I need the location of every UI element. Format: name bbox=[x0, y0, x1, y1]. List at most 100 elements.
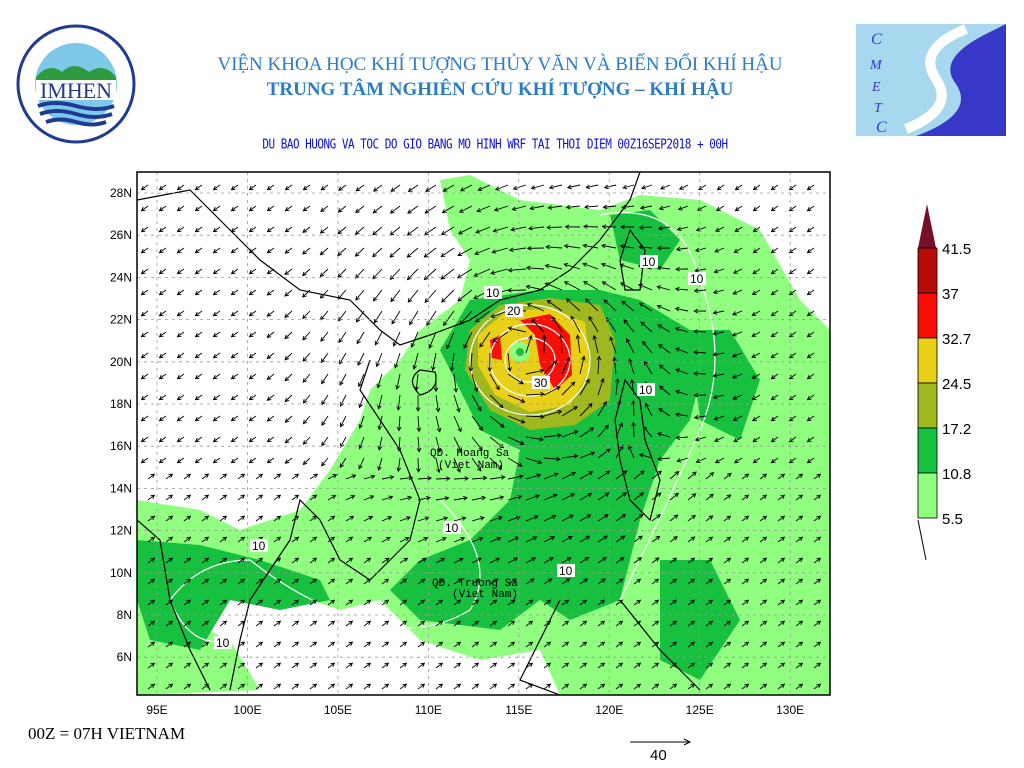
wind-vector bbox=[615, 578, 624, 585]
wind-vector bbox=[561, 557, 572, 564]
wind-vector bbox=[320, 310, 329, 320]
wind-vector bbox=[453, 436, 462, 452]
wind-vector bbox=[753, 184, 761, 191]
svg-text:T: T bbox=[874, 101, 883, 116]
wind-vector bbox=[213, 394, 221, 401]
wind-vector bbox=[453, 517, 466, 522]
wind-vector bbox=[321, 436, 329, 446]
institute-title: VIỆN KHOA HỌC KHÍ TƯỢNG THỦY VĂN VÀ BIẾN… bbox=[217, 54, 783, 75]
wind-vector bbox=[381, 641, 389, 648]
wind-vector bbox=[201, 620, 209, 627]
wind-vector bbox=[320, 226, 329, 234]
wind-vector bbox=[309, 578, 317, 585]
contour-label: 10 bbox=[642, 255, 656, 269]
wind-vector bbox=[633, 641, 641, 648]
wind-vector bbox=[398, 415, 401, 431]
wind-vector bbox=[363, 475, 375, 480]
wind-vector bbox=[615, 445, 624, 459]
colorbar-segment bbox=[917, 292, 938, 339]
wind-vector bbox=[723, 662, 731, 669]
wind-vector bbox=[525, 436, 544, 441]
wind-vector bbox=[639, 453, 653, 459]
wind-vector bbox=[435, 662, 443, 669]
wind-vector bbox=[377, 373, 383, 388]
wind-vector bbox=[273, 557, 281, 564]
wind-vector bbox=[426, 310, 437, 326]
wind-vector bbox=[273, 683, 281, 690]
wind-vector bbox=[687, 662, 695, 669]
wind-vector bbox=[446, 331, 455, 349]
wind-vector bbox=[435, 436, 441, 453]
wind-vector bbox=[492, 331, 509, 343]
wind-vector bbox=[381, 516, 392, 522]
contour-label: 10 bbox=[252, 539, 266, 553]
wind-vector bbox=[633, 557, 642, 564]
colorbar-label: 37 bbox=[942, 286, 959, 303]
wind-vector bbox=[584, 205, 599, 208]
wind-vector bbox=[424, 247, 437, 258]
wind-vector bbox=[219, 683, 227, 690]
wind-vector bbox=[381, 620, 389, 627]
wind-vector bbox=[494, 205, 509, 211]
wind-vector bbox=[675, 390, 689, 396]
wind-vector bbox=[195, 415, 203, 422]
wind-vector bbox=[597, 401, 607, 417]
wind-vector bbox=[807, 352, 815, 359]
wind-vector bbox=[303, 457, 311, 465]
wind-vector bbox=[177, 415, 185, 422]
wind-vector bbox=[694, 289, 707, 292]
wind-vector bbox=[399, 516, 411, 522]
wind-vector bbox=[237, 536, 245, 543]
wind-vector bbox=[237, 620, 245, 627]
wind-vector bbox=[381, 557, 390, 564]
wind-vector bbox=[479, 331, 491, 348]
wind-vector bbox=[741, 473, 749, 480]
wind-vector bbox=[321, 415, 329, 426]
wind-vector bbox=[597, 492, 610, 501]
lat-tick-label: 10N bbox=[110, 566, 132, 580]
wind-vector bbox=[734, 247, 743, 253]
wind-vector bbox=[159, 310, 167, 317]
wind-vector bbox=[669, 557, 677, 564]
wind-vector bbox=[213, 247, 221, 254]
wind-vector bbox=[695, 436, 707, 441]
wind-vector bbox=[355, 289, 365, 301]
wind-vector bbox=[583, 281, 599, 291]
wind-vector bbox=[495, 184, 509, 191]
wind-vector bbox=[471, 557, 482, 564]
wind-vector bbox=[626, 338, 635, 354]
wind-vector bbox=[471, 599, 479, 606]
wind-vector bbox=[441, 247, 455, 257]
imhen-logo: IMHEN bbox=[16, 24, 136, 144]
wind-vector bbox=[320, 268, 329, 277]
wind-vector bbox=[633, 683, 641, 690]
wind-vector bbox=[177, 331, 185, 338]
wind-vector bbox=[561, 662, 569, 669]
wind-vector bbox=[159, 331, 167, 338]
wind-vector bbox=[459, 310, 473, 325]
wind-vector bbox=[165, 662, 173, 669]
wind-vector bbox=[356, 310, 365, 323]
wind-vector bbox=[795, 473, 803, 480]
wind-vector bbox=[489, 496, 504, 501]
wind-vector bbox=[309, 557, 317, 564]
wind-vector bbox=[777, 536, 785, 543]
wind-vector bbox=[266, 352, 275, 359]
wind-vector bbox=[284, 289, 293, 297]
wind-vector bbox=[309, 683, 317, 690]
wind-vector bbox=[471, 683, 479, 690]
wind-speed-shading bbox=[137, 172, 830, 695]
wind-vector bbox=[327, 515, 335, 522]
wind-vector bbox=[273, 662, 281, 669]
wind-vector bbox=[813, 662, 821, 669]
wind-vector bbox=[213, 289, 221, 296]
wind-vector bbox=[471, 373, 478, 392]
wind-vector bbox=[705, 662, 713, 669]
wind-vector bbox=[561, 641, 569, 648]
wind-vector bbox=[327, 641, 335, 648]
wind-vector bbox=[732, 394, 743, 400]
wind-vector bbox=[231, 373, 239, 380]
wind-vector bbox=[643, 361, 653, 375]
wind-vector bbox=[381, 496, 393, 501]
